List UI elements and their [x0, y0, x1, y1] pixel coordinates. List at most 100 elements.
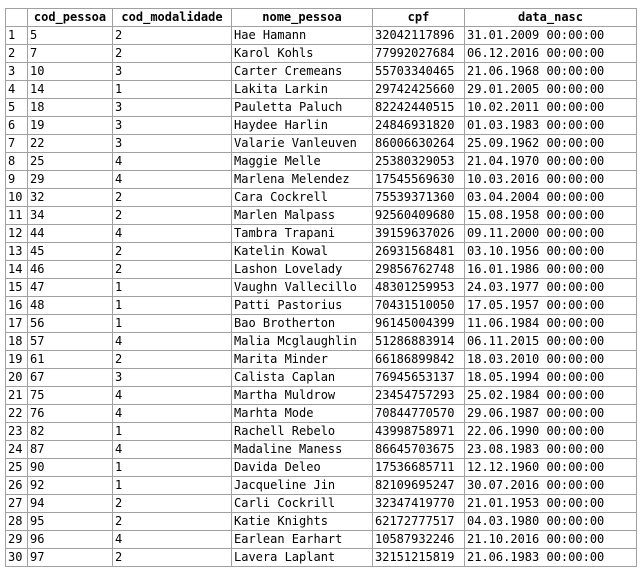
table-row[interactable]: 16 48 1 Patti Pastorius 70431510050 17.05.195…	[5, 296, 637, 315]
cod-modalidade-cell[interactable]: 4	[112, 386, 232, 405]
row-number-cell[interactable]: 7	[5, 134, 28, 153]
nome-pessoa-cell[interactable]: Earlean Earhart	[231, 530, 373, 549]
cpf-cell[interactable]: 86006630264	[372, 134, 465, 153]
cpf-cell[interactable]: 32042117896	[372, 26, 465, 45]
data-nasc-cell[interactable]: 31.01.2009 00:00:00	[464, 26, 637, 45]
cpf-cell[interactable]: 23454757293	[372, 386, 465, 405]
cod-pessoa-cell[interactable]: 14	[27, 80, 113, 99]
cod-modalidade-cell[interactable]: 3	[112, 62, 232, 81]
nome-pessoa-cell[interactable]: Karol Kohls	[231, 44, 373, 63]
table-row[interactable]: 6 19 3 Haydee Harlin 24846931820 01.03.1983 0…	[5, 116, 637, 135]
cpf-cell[interactable]: 82242440515	[372, 98, 465, 117]
cod-modalidade-cell[interactable]: 4	[112, 404, 232, 423]
table-row[interactable]: 24 87 4 Madaline Maness 86645703675 23.08.198…	[5, 440, 637, 459]
cpf-cell[interactable]: 66186899842	[372, 350, 465, 369]
table-row[interactable]: 29 96 4 Earlean Earhart 10587932246 21.10.201…	[5, 530, 637, 549]
table-row[interactable]: 9 29 4 Marlena Melendez 17545569630 10.03.201…	[5, 170, 637, 189]
table-row[interactable]: 2 7 2 Karol Kohls 77992027684 06.12.2016 00:0…	[5, 44, 637, 63]
nome-pessoa-cell[interactable]: Katelin Kowal	[231, 242, 373, 261]
cod-pessoa-cell[interactable]: 7	[27, 44, 113, 63]
nome-pessoa-cell[interactable]: Bao Brotherton	[231, 314, 373, 333]
table-row[interactable]: 10 32 2 Cara Cockrell 75539371360 03.04.2004 …	[5, 188, 637, 207]
table-row[interactable]: 21 75 4 Martha Muldrow 23454757293 25.02.1984…	[5, 386, 637, 405]
table-row[interactable]: 27 94 2 Carli Cockrill 32347419770 21.01.1953…	[5, 494, 637, 513]
cod-pessoa-cell[interactable]: 25	[27, 152, 113, 171]
cod-modalidade-cell[interactable]: 1	[112, 278, 232, 297]
row-number-cell[interactable]: 1	[5, 26, 28, 45]
cod-pessoa-cell[interactable]: 95	[27, 512, 113, 531]
table-row[interactable]: 4 14 1 Lakita Larkin 29742425660 29.01.2005 0…	[5, 80, 637, 99]
data-nasc-cell[interactable]: 21.01.1953 00:00:00	[464, 494, 637, 513]
cod-pessoa-cell[interactable]: 18	[27, 98, 113, 117]
nome-pessoa-cell[interactable]: Katie Knights	[231, 512, 373, 531]
data-nasc-cell[interactable]: 10.02.2011 00:00:00	[464, 98, 637, 117]
cod-pessoa-cell[interactable]: 82	[27, 422, 113, 441]
cpf-cell[interactable]: 55703340465	[372, 62, 465, 81]
cod-modalidade-cell[interactable]: 2	[112, 242, 232, 261]
cod-pessoa-cell[interactable]: 10	[27, 62, 113, 81]
nome-pessoa-cell[interactable]: Lakita Larkin	[231, 80, 373, 99]
cpf-cell[interactable]: 62172777517	[372, 512, 465, 531]
row-number-cell[interactable]: 16	[5, 296, 28, 315]
cod-modalidade-cell[interactable]: 2	[112, 494, 232, 513]
cpf-cell[interactable]: 48301259953	[372, 278, 465, 297]
cpf-cell[interactable]: 32151215819	[372, 548, 465, 567]
cod-modalidade-cell[interactable]: 3	[112, 134, 232, 153]
nome-pessoa-cell[interactable]: Haydee Harlin	[231, 116, 373, 135]
table-row[interactable]: 13 45 2 Katelin Kowal 26931568481 03.10.1956 …	[5, 242, 637, 261]
column-header-cod-modalidade[interactable]: cod_modalidade	[112, 8, 232, 27]
row-number-cell[interactable]: 5	[5, 98, 28, 117]
cod-modalidade-cell[interactable]: 2	[112, 548, 232, 567]
data-nasc-cell[interactable]: 18.03.2010 00:00:00	[464, 350, 637, 369]
cpf-cell[interactable]: 32347419770	[372, 494, 465, 513]
row-number-cell[interactable]: 26	[5, 476, 28, 495]
cod-pessoa-cell[interactable]: 5	[27, 26, 113, 45]
cpf-cell[interactable]: 70844770570	[372, 404, 465, 423]
cod-pessoa-cell[interactable]: 44	[27, 224, 113, 243]
row-number-cell[interactable]: 25	[5, 458, 28, 477]
nome-pessoa-cell[interactable]: Malia Mcglaughlin	[231, 332, 373, 351]
data-nasc-cell[interactable]: 12.12.1960 00:00:00	[464, 458, 637, 477]
cpf-cell[interactable]: 24846931820	[372, 116, 465, 135]
nome-pessoa-cell[interactable]: Carli Cockrill	[231, 494, 373, 513]
data-nasc-cell[interactable]: 25.02.1984 00:00:00	[464, 386, 637, 405]
cpf-cell[interactable]: 77992027684	[372, 44, 465, 63]
nome-pessoa-cell[interactable]: Tambra Trapani	[231, 224, 373, 243]
cpf-cell[interactable]: 10587932246	[372, 530, 465, 549]
cod-pessoa-cell[interactable]: 56	[27, 314, 113, 333]
column-header-data-nasc[interactable]: data_nasc	[464, 8, 637, 27]
nome-pessoa-cell[interactable]: Madaline Maness	[231, 440, 373, 459]
data-nasc-cell[interactable]: 24.03.1977 00:00:00	[464, 278, 637, 297]
cod-pessoa-cell[interactable]: 96	[27, 530, 113, 549]
row-number-cell[interactable]: 8	[5, 152, 28, 171]
cod-pessoa-cell[interactable]: 19	[27, 116, 113, 135]
cod-modalidade-cell[interactable]: 3	[112, 116, 232, 135]
table-row[interactable]: 3 10 3 Carter Cremeans 55703340465 21.06.1968…	[5, 62, 637, 81]
cpf-cell[interactable]: 17545569630	[372, 170, 465, 189]
cod-pessoa-cell[interactable]: 97	[27, 548, 113, 567]
row-number-cell[interactable]: 29	[5, 530, 28, 549]
cpf-cell[interactable]: 76945653137	[372, 368, 465, 387]
cpf-cell[interactable]: 25380329053	[372, 152, 465, 171]
row-number-cell[interactable]: 23	[5, 422, 28, 441]
cpf-cell[interactable]: 75539371360	[372, 188, 465, 207]
nome-pessoa-cell[interactable]: Cara Cockrell	[231, 188, 373, 207]
data-nasc-cell[interactable]: 18.05.1994 00:00:00	[464, 368, 637, 387]
column-header-row-number[interactable]	[5, 8, 28, 27]
cpf-cell[interactable]: 29856762748	[372, 260, 465, 279]
nome-pessoa-cell[interactable]: Valarie Vanleuven	[231, 134, 373, 153]
cod-pessoa-cell[interactable]: 76	[27, 404, 113, 423]
nome-pessoa-cell[interactable]: Rachell Rebelo	[231, 422, 373, 441]
row-number-cell[interactable]: 10	[5, 188, 28, 207]
cod-modalidade-cell[interactable]: 4	[112, 224, 232, 243]
cod-modalidade-cell[interactable]: 4	[112, 170, 232, 189]
table-row[interactable]: 19 61 2 Marita Minder 66186899842 18.03.2010 …	[5, 350, 637, 369]
cod-modalidade-cell[interactable]: 4	[112, 530, 232, 549]
cod-pessoa-cell[interactable]: 22	[27, 134, 113, 153]
cod-modalidade-cell[interactable]: 4	[112, 152, 232, 171]
data-nasc-cell[interactable]: 03.04.2004 00:00:00	[464, 188, 637, 207]
cpf-cell[interactable]: 51286883914	[372, 332, 465, 351]
cod-pessoa-cell[interactable]: 67	[27, 368, 113, 387]
nome-pessoa-cell[interactable]: Pauletta Paluch	[231, 98, 373, 117]
cod-pessoa-cell[interactable]: 57	[27, 332, 113, 351]
